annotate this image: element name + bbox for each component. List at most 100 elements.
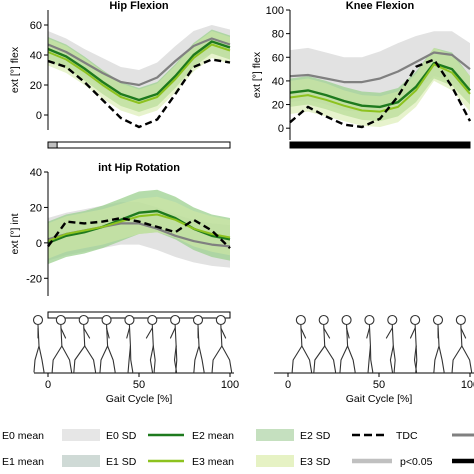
legend-label: TDC: [396, 430, 418, 442]
sd-band-e3-sd: [48, 196, 230, 259]
figure-arm: [346, 327, 350, 339]
walking-figure: [211, 314, 233, 373]
figure-head: [124, 314, 135, 326]
walking-figure: [169, 314, 181, 373]
legend-label: E1 mean: [2, 456, 44, 468]
figure-arm: [366, 327, 370, 339]
series-line-e3-mean: [47, 213, 231, 243]
figure-leg-front: [301, 345, 313, 373]
figure-leg-front: [324, 345, 337, 373]
series-line-e3-mean: [289, 63, 471, 113]
figure-arm: [409, 327, 416, 339]
legend-item-e3-mean: E3 mean: [148, 456, 234, 468]
figure-leg-front: [369, 345, 374, 373]
x-axis-label: Gait Cycle [%]: [346, 393, 413, 405]
figure-head: [32, 314, 44, 326]
x-tick-label: 100: [461, 379, 474, 391]
y-tick-label: 40: [30, 167, 42, 179]
walking-figure: [385, 314, 398, 373]
legend-item-e2-sd: E2 SD: [256, 429, 331, 442]
figure-leg-front: [461, 345, 473, 373]
walking-figure: [192, 314, 205, 373]
walking-figure: [432, 314, 445, 373]
legend-item-e3-sd: E3 SD: [256, 455, 331, 468]
figure-head: [147, 314, 158, 326]
legend-item-tdc: TDC: [352, 430, 418, 442]
y-tick-label: 100: [266, 5, 284, 17]
legend-item-e0-sd: E0 SD: [62, 429, 137, 442]
y-tick-label: 40: [272, 76, 284, 88]
figure-leg-back: [193, 345, 200, 373]
figure-leg-front: [129, 345, 134, 373]
figure-leg-front: [198, 345, 205, 373]
legend-item-e1-mean: E1 mean: [2, 456, 56, 468]
figure-arm: [460, 327, 467, 339]
significance-bar-fill: [47, 141, 58, 149]
y-tick-label: 0: [36, 238, 42, 250]
chart-title: Hip Flexion: [109, 0, 169, 12]
figure-head: [215, 314, 226, 326]
figure-head: [410, 314, 421, 326]
legend-label: E3 SD: [300, 456, 331, 468]
x-tick-label: 50: [133, 379, 145, 391]
series-line-e2-mean: [47, 40, 231, 102]
figure-arm: [300, 327, 307, 339]
figure-leg-front: [221, 345, 233, 373]
legend-label: E0 mean: [2, 430, 44, 442]
legend-item-e0-mean: E0 mean: [2, 430, 56, 442]
figure-leg-back: [313, 345, 326, 373]
walking-figure: [364, 314, 375, 373]
legend-swatch-band: [62, 455, 100, 467]
chart-title: int Hip Rotation: [98, 162, 180, 174]
significance-bar-fill: [289, 141, 471, 149]
y-tick-label: 20: [30, 80, 42, 92]
legend-label: E2 SD: [300, 430, 331, 442]
figure-head: [341, 314, 352, 326]
figure-head: [455, 314, 466, 326]
figure-leg-back: [415, 345, 418, 373]
figure-arm: [106, 327, 110, 339]
figure-arm: [145, 327, 153, 339]
series-line-e3-mean: [47, 43, 231, 104]
figure-leg-front: [149, 345, 154, 373]
gait-panel-1: 0 50 100 Gait Cycle [%]: [32, 314, 239, 405]
series-line-tdc: [47, 216, 231, 250]
sd-band-e3-sd: [290, 47, 470, 128]
figure-head: [318, 314, 329, 326]
figure-leg-back: [367, 345, 371, 373]
y-tick-label: 0: [36, 110, 42, 122]
figure-leg-back: [33, 345, 40, 373]
y-tick-label: 60: [30, 20, 42, 32]
gait-panel-2: 0 50 100 Gait Cycle [%]: [274, 314, 474, 405]
figure-head: [364, 314, 375, 326]
legend-label: E2 mean: [192, 430, 234, 442]
legend-item-e1-sd: E1 SD: [62, 455, 137, 468]
figure-leg-front: [107, 345, 116, 373]
legend-label: E3 mean: [192, 456, 234, 468]
legend-swatch-band: [62, 429, 100, 441]
figure-leg-back: [99, 345, 109, 373]
chart-panel-3: -20 0 20 40 ext [°] int int Hip Rotation: [9, 162, 231, 319]
figure-head: [55, 314, 66, 326]
legend-label: p<0.05: [400, 456, 433, 468]
figure-leg-back: [291, 345, 303, 373]
figure-leg-back: [451, 345, 463, 373]
legend: E0 mean E0 SD E2 mean E2 SD TDC E1 mean E1 SD E…: [2, 429, 474, 468]
figure-leg-back: [392, 345, 396, 373]
walking-figure: [291, 314, 313, 373]
x-tick-label: 100: [221, 379, 239, 391]
y-tick-label: 20: [272, 100, 284, 112]
chart-panel-1: 0 20 40 60 ext [°] flex Hip Flexion: [9, 0, 231, 149]
figure-leg-back: [175, 345, 178, 373]
y-tick-label: -20: [26, 273, 42, 285]
figure-arm: [220, 327, 227, 339]
y-tick-label: 60: [272, 52, 284, 64]
figure-leg-front: [38, 345, 45, 373]
series-line-e0-mean: [289, 51, 471, 84]
figure-leg-front: [347, 345, 356, 373]
figure-leg-back: [127, 345, 131, 373]
series-line-tdc: [47, 58, 231, 129]
figure-leg-front: [389, 345, 394, 373]
figure-head: [387, 314, 398, 326]
